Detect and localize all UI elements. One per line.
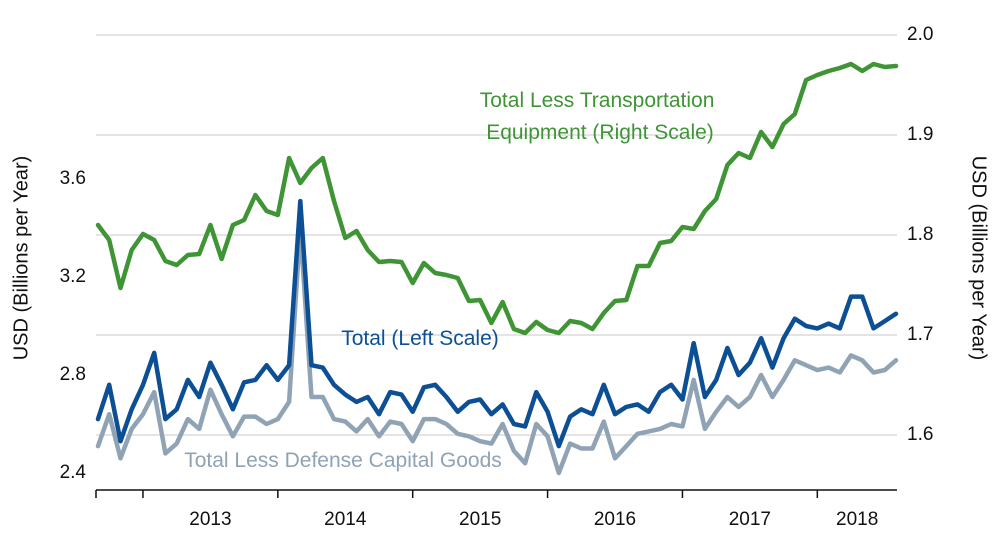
right-tick-label: 1.8: [907, 224, 933, 245]
tick-layer: 1.6 1.7 1.8 1.9 2.0 2.4 2.8 3.2 3.6 2013 2014 2015 2…: [60, 24, 934, 530]
x-tick-label: 2014: [324, 509, 367, 530]
axis-layer: [95, 489, 897, 498]
left-tick-label: 3.6: [60, 168, 86, 189]
x-tick-label: 2018: [836, 509, 878, 530]
left-axis-title: USD (Billions per Year): [10, 156, 32, 361]
label-total-less-defense: Total Less Defense Capital Goods: [184, 449, 502, 472]
series-layer: [95, 61, 899, 476]
right-tick-label: 2.0: [907, 24, 933, 45]
right-tick-label: 1.6: [907, 424, 933, 445]
left-tick-label: 3.2: [60, 266, 86, 287]
x-tick-label: 2015: [459, 509, 501, 530]
left-tick-label: 2.4: [60, 462, 87, 483]
label-total-less-transportation: Total Less Transportation Equipment (Rig…: [480, 89, 720, 144]
x-tick-label: 2016: [594, 509, 636, 530]
right-tick-label: 1.9: [907, 124, 933, 145]
right-tick-label: 1.7: [907, 324, 933, 345]
x-tick-label: 2013: [189, 509, 231, 530]
series-line-green: [95, 61, 899, 336]
x-tick-label: 2017: [729, 509, 771, 530]
label-total-left-scale: Total (Left Scale): [341, 327, 499, 350]
series-line-blue: [95, 198, 899, 449]
right-axis-title: USD (Billions per Year): [968, 156, 990, 361]
left-tick-label: 2.8: [60, 364, 86, 385]
series-line-gray: [95, 225, 899, 476]
